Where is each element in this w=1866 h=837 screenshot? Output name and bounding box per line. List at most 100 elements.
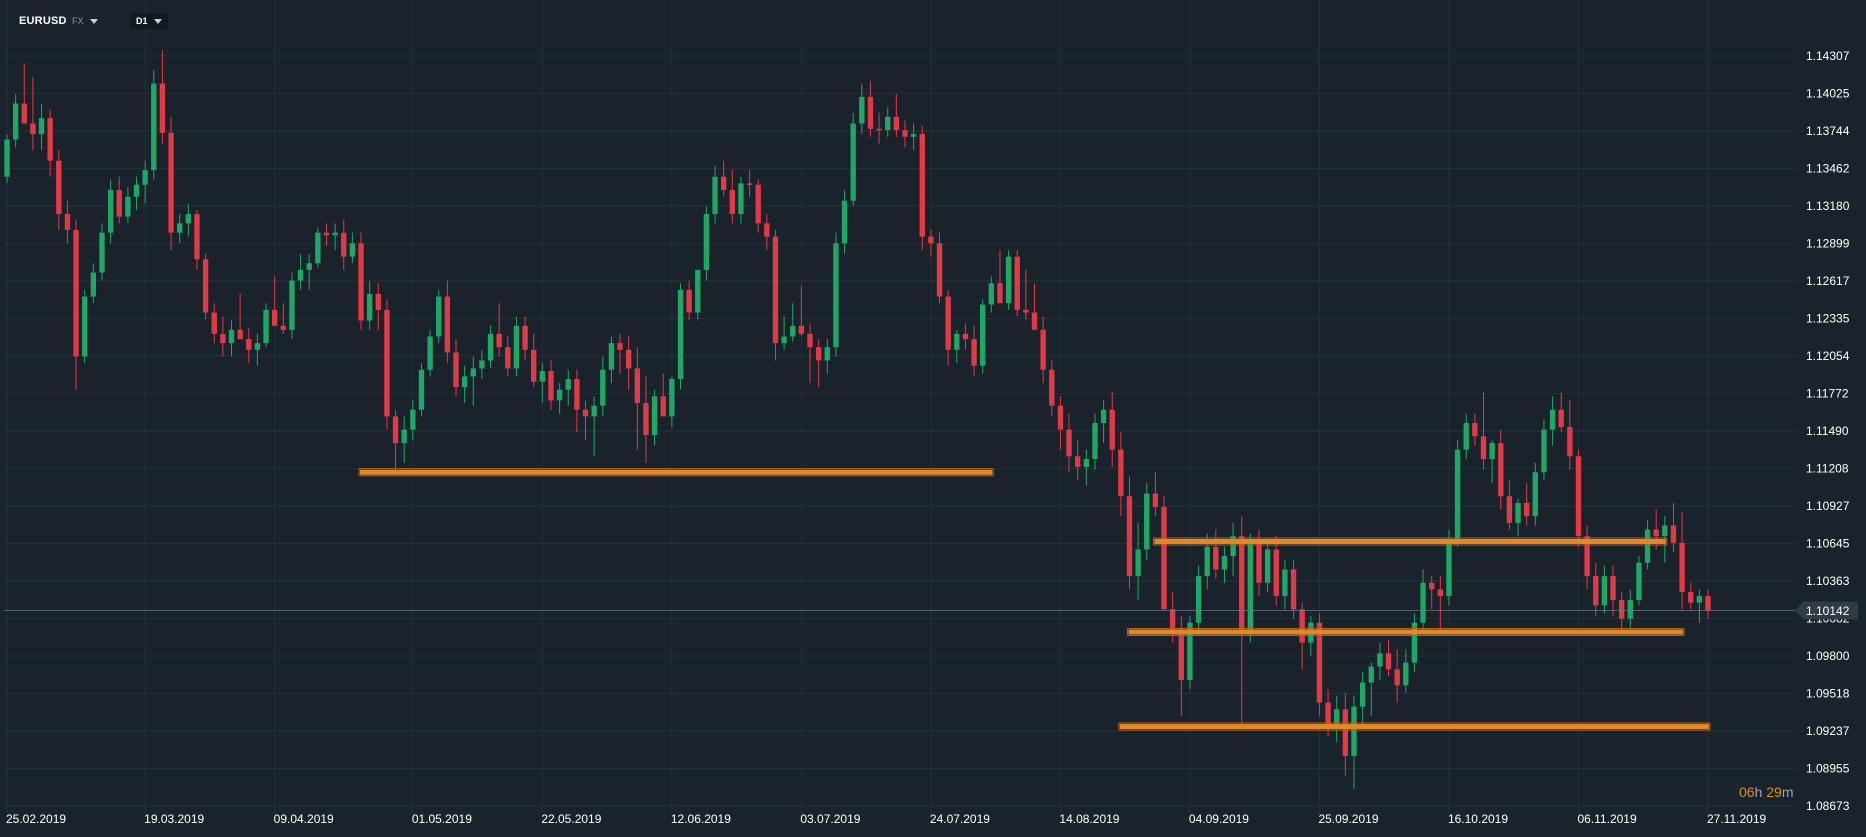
candle-body <box>90 272 97 297</box>
candle <box>366 280 373 330</box>
candle <box>1437 576 1444 630</box>
candle <box>1014 249 1020 317</box>
candle-body <box>539 371 546 382</box>
support-line[interactable] <box>1119 724 1709 730</box>
candle-body <box>1593 576 1599 606</box>
candle-body <box>1359 682 1366 707</box>
candle <box>99 223 105 281</box>
candle <box>82 289 88 364</box>
candle-body <box>962 333 969 340</box>
candle-body <box>392 416 399 443</box>
market-selector[interactable]: FX <box>72 16 98 26</box>
candle <box>565 369 571 406</box>
candle <box>617 333 623 374</box>
candle <box>824 339 830 374</box>
candle-body <box>790 325 796 337</box>
x-tick-label: 03.07.2019 <box>800 812 860 826</box>
candle <box>1549 396 1556 446</box>
candle-body <box>1705 596 1711 611</box>
candle-body <box>1515 502 1521 523</box>
candle <box>513 316 520 377</box>
candle-body <box>246 339 252 350</box>
candle <box>1429 576 1435 610</box>
candle <box>1109 392 1115 467</box>
support-line[interactable] <box>360 469 993 475</box>
candle <box>1558 392 1564 433</box>
candle <box>1618 592 1625 637</box>
candle-body <box>1230 536 1236 557</box>
candle <box>1351 695 1357 790</box>
candle-body <box>4 139 10 177</box>
candle <box>902 120 908 148</box>
candle-body <box>1610 576 1616 601</box>
candle-body <box>1472 423 1478 437</box>
candle-body <box>1696 596 1703 603</box>
candle-body <box>505 347 511 369</box>
candle-body <box>1368 666 1374 683</box>
y-tick-label: 1.08673 <box>1806 799 1850 813</box>
candle <box>1264 538 1271 593</box>
x-tick-label: 12.06.2019 <box>671 812 731 826</box>
candle <box>1506 480 1513 530</box>
candle-body <box>410 409 416 430</box>
candle-body <box>1299 609 1305 643</box>
candle <box>297 253 304 290</box>
candle <box>1230 522 1236 577</box>
candle <box>125 187 131 224</box>
candle-body <box>1549 409 1556 430</box>
candle-body <box>427 336 433 370</box>
candle <box>936 232 943 304</box>
candle <box>669 376 675 428</box>
candle-body <box>1688 592 1694 603</box>
candle-body <box>185 214 192 224</box>
candle <box>1696 589 1703 623</box>
candle <box>1100 400 1107 443</box>
candle <box>254 333 261 366</box>
candle <box>928 229 934 257</box>
candle-body <box>600 369 606 406</box>
candle-body <box>936 243 943 297</box>
candle <box>237 293 243 340</box>
candle-body <box>470 368 476 377</box>
y-tick-label: 1.09518 <box>1806 687 1850 701</box>
x-tick-label: 27.11.2019 <box>1707 812 1766 826</box>
candle <box>954 329 960 364</box>
candle-body <box>591 405 597 417</box>
candle <box>116 176 122 224</box>
y-tick-label: 1.11490 <box>1806 424 1849 438</box>
candle <box>1005 249 1012 310</box>
candle-body <box>1601 576 1608 606</box>
candle <box>1368 662 1374 716</box>
candle-body <box>1178 629 1184 680</box>
candle <box>30 76 36 151</box>
candle-body <box>237 329 243 340</box>
candle <box>90 263 97 304</box>
timeframe-selector[interactable]: D1 <box>130 13 168 29</box>
y-tick-label: 1.14307 <box>1806 49 1850 63</box>
candle-body <box>1014 256 1020 310</box>
support-line-outline <box>358 468 994 477</box>
candle-body <box>556 389 563 401</box>
candle-body <box>116 190 122 217</box>
symbol-label[interactable]: EURUSD <box>19 15 67 27</box>
candle <box>479 349 485 380</box>
candle-body <box>1679 542 1685 593</box>
support-line[interactable] <box>1128 629 1684 635</box>
candle-body <box>608 343 615 370</box>
candle-body <box>859 96 865 124</box>
candle <box>1420 569 1426 633</box>
candle-body <box>815 347 822 361</box>
candle-body <box>38 118 45 135</box>
candle <box>790 303 796 342</box>
candle <box>574 369 580 433</box>
candle-body <box>712 176 718 215</box>
candle-body <box>289 280 295 330</box>
support-line[interactable] <box>1154 538 1666 544</box>
candle-body <box>107 190 114 233</box>
candle <box>798 285 805 337</box>
candle-body <box>1653 529 1659 537</box>
candle-body <box>893 116 900 131</box>
candle <box>177 214 183 244</box>
candle <box>1515 498 1521 537</box>
